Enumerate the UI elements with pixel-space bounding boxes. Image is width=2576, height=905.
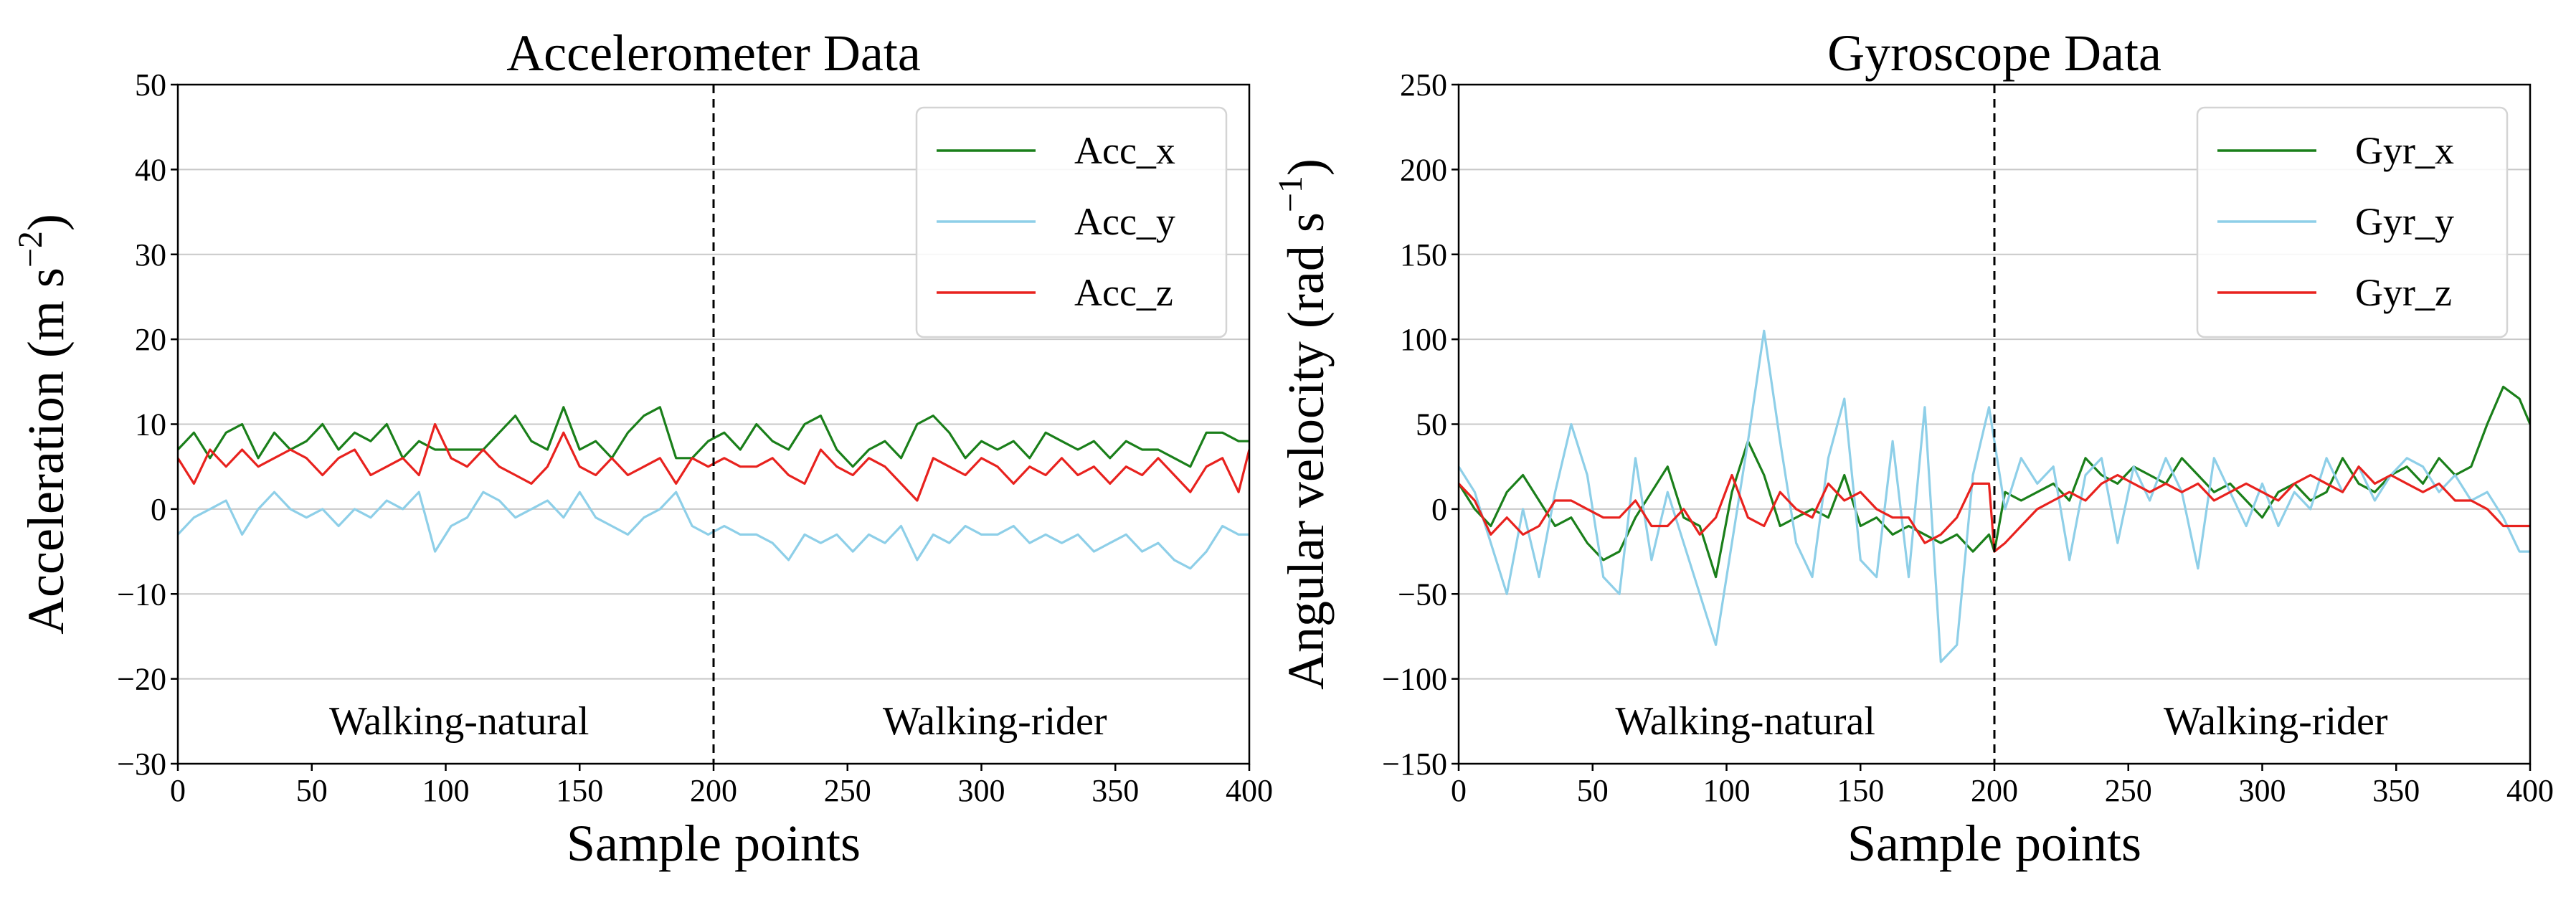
phase-annotation: Walking-rider xyxy=(2164,699,2388,744)
y-tick-label: −10 xyxy=(117,577,166,612)
legend-box xyxy=(2196,106,2509,338)
series-line-acc-y xyxy=(178,491,1249,570)
x-tick-label: 150 xyxy=(1837,773,1884,808)
x-tick-label: 0 xyxy=(1451,773,1467,808)
y-tick-label: 0 xyxy=(151,492,166,527)
x-tick-label: 0 xyxy=(170,773,186,808)
legend-label-gyr-x: Gyr_x xyxy=(2355,129,2454,172)
y-tick-label: −150 xyxy=(1382,747,1447,782)
x-tick-label: 100 xyxy=(422,773,470,808)
x-tick-label: 50 xyxy=(296,773,328,808)
y-tick-label: 150 xyxy=(1400,237,1447,273)
series-line-acc-z xyxy=(178,422,1249,502)
legend-label-acc-y: Acc_y xyxy=(1074,200,1175,243)
x-tick-label: 100 xyxy=(1703,773,1751,808)
series-line-acc-x xyxy=(178,406,1249,468)
series-lines xyxy=(178,406,1249,570)
y-tick-label: 200 xyxy=(1400,152,1447,187)
legend-box xyxy=(915,106,1228,338)
legend-label-gyr-z: Gyr_z xyxy=(2355,271,2452,314)
legend: Gyr_x Gyr_y Gyr_z xyxy=(2196,106,2509,338)
y-axis-label: Acceleration (m s−2) xyxy=(11,214,75,635)
series-lines xyxy=(1459,329,2530,663)
x-tick-label: 150 xyxy=(556,773,603,808)
phase-annotation: Walking-natural xyxy=(329,699,589,744)
y-tick-label: −100 xyxy=(1382,662,1447,697)
phase-annotation: Walking-natural xyxy=(1615,699,1875,744)
legend-label-acc-x: Acc_x xyxy=(1074,129,1175,172)
phase-annotation: Walking-rider xyxy=(883,699,1107,744)
x-tick-label: 200 xyxy=(1971,773,2018,808)
y-tick-label: 100 xyxy=(1400,322,1447,357)
y-tick-label: 50 xyxy=(135,67,166,103)
x-tick-label: 50 xyxy=(1577,773,1609,808)
y-tick-label: −30 xyxy=(117,747,166,782)
series-line-gyr-y xyxy=(1459,329,2530,663)
y-tick-label: −20 xyxy=(117,662,166,697)
x-tick-label: 250 xyxy=(2105,773,2152,808)
x-tick-label: 400 xyxy=(2506,773,2554,808)
x-axis-label: Sample points xyxy=(567,815,861,872)
x-axis-label: Sample points xyxy=(1847,815,2141,872)
y-tick-label: 30 xyxy=(135,237,166,273)
x-tick-label: 200 xyxy=(690,773,737,808)
legend: Acc_x Acc_y Acc_z xyxy=(915,106,1228,338)
y-axis-label: Angular velocity (rad s−1) xyxy=(1272,158,1335,690)
y-tick-label: 50 xyxy=(1416,407,1447,442)
gyroscope-chart: −150 −100 −50 0 50 100 150 200 250 0 50 100 150 200 25… xyxy=(1272,24,2554,872)
y-tick-label: 20 xyxy=(135,322,166,357)
x-tick-label: 250 xyxy=(824,773,871,808)
y-tick-label: −50 xyxy=(1398,577,1447,612)
legend-label-acc-z: Acc_z xyxy=(1074,271,1173,314)
accelerometer-chart: −30 −20 −10 0 10 20 30 40 50 0 50 100 150 200 250 300 35… xyxy=(11,24,1273,872)
y-tick-label: 0 xyxy=(1431,492,1447,527)
y-tick-label: 10 xyxy=(135,407,166,442)
chart-title: Accelerometer Data xyxy=(506,24,921,82)
y-tick-label: 250 xyxy=(1400,67,1447,103)
x-tick-label: 350 xyxy=(1092,773,1139,808)
x-tick-label: 300 xyxy=(958,773,1005,808)
x-tick-label: 300 xyxy=(2239,773,2286,808)
x-tick-label: 350 xyxy=(2372,773,2420,808)
chart-title: Gyroscope Data xyxy=(1827,24,2161,82)
x-tick-label: 400 xyxy=(1226,773,1273,808)
y-tick-label: 40 xyxy=(135,152,166,187)
legend-label-gyr-y: Gyr_y xyxy=(2355,200,2454,243)
